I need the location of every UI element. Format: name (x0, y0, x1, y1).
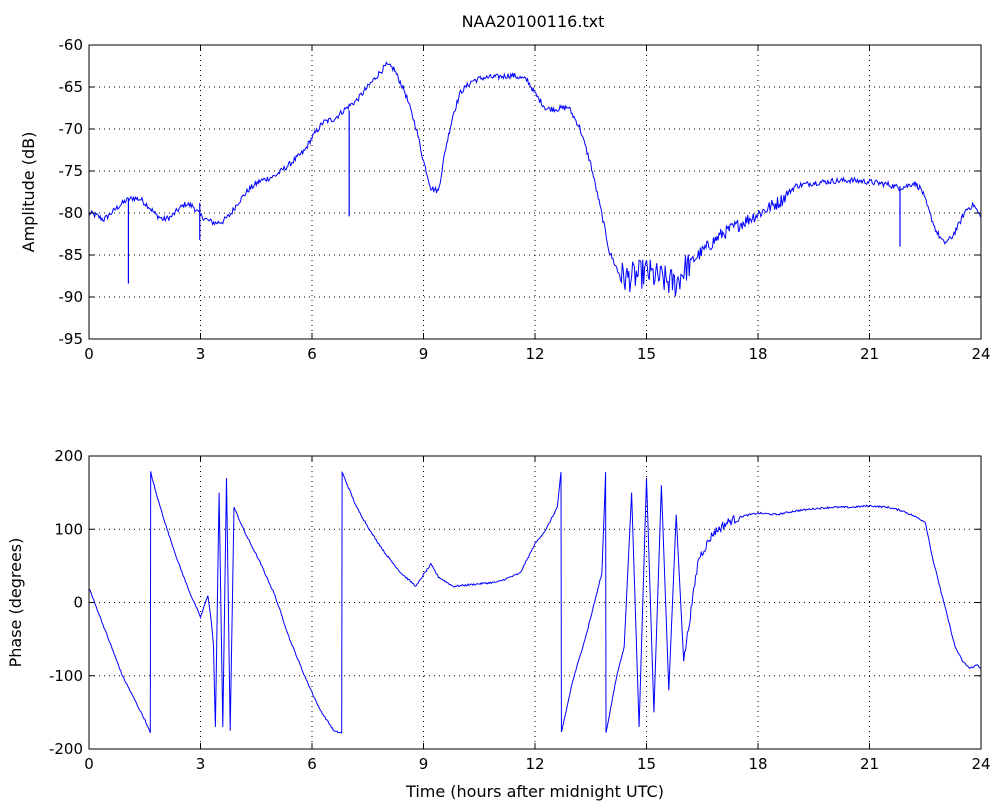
amplitude-series-line (89, 61, 981, 297)
amplitude-xtick-label: 9 (419, 345, 429, 363)
amplitude-ytick-label: -60 (59, 36, 84, 54)
amplitude-ytick-label: -75 (59, 162, 84, 180)
amplitude-xtick-label: 21 (860, 345, 879, 363)
phase-xtick-label: 21 (860, 755, 879, 773)
amplitude-ytick-label: -80 (59, 204, 84, 222)
amplitude-ytick-label: -70 (59, 120, 84, 138)
phase-xtick-label: 18 (748, 755, 767, 773)
amplitude-ylabel: Amplitude (dB) (19, 132, 38, 253)
phase-series-line (89, 470, 981, 734)
phase-xtick-label: 12 (525, 755, 544, 773)
phase-ytick-label: 100 (54, 520, 83, 538)
amplitude-xtick-label: 6 (307, 345, 317, 363)
chart-title: NAA20100116.txt (462, 12, 605, 31)
amplitude-plot: 0 3 6 9 12 15 18 21 24 -95 -90 -85 -80 -75 -70 -65 -60 Am… (19, 36, 991, 363)
amplitude-ytick-label: -85 (59, 246, 84, 264)
amplitude-xtick-label: 3 (196, 345, 206, 363)
phase-ytick-label: 200 (54, 447, 83, 465)
amplitude-xtick-label: 15 (637, 345, 656, 363)
phase-xtick-label: 0 (84, 755, 94, 773)
amplitude-xtick-label: 18 (748, 345, 767, 363)
phase-xtick-label: 6 (307, 755, 317, 773)
phase-xtick-label: 9 (419, 755, 429, 773)
phase-xtick-label: 15 (637, 755, 656, 773)
phase-xlabel: Time (hours after midnight UTC) (405, 782, 664, 801)
phase-ylabel: Phase (degrees) (6, 538, 25, 668)
phase-ytick-label: -200 (49, 740, 83, 758)
amplitude-xtick-label: 24 (971, 345, 990, 363)
phase-xtick-label: 3 (196, 755, 206, 773)
amplitude-ytick-label: -90 (59, 288, 84, 306)
phase-ytick-label: -100 (49, 667, 83, 685)
phase-plot: 0 3 6 9 12 15 18 21 24 -200 -100 0 100 200 Phase (degr… (6, 447, 991, 801)
phase-ytick-label: 0 (73, 594, 83, 612)
amplitude-ytick-label: -65 (59, 78, 84, 96)
amplitude-xtick-label: 0 (84, 345, 94, 363)
amplitude-ytick-label: -95 (59, 330, 84, 348)
phase-xtick-label: 24 (971, 755, 990, 773)
amplitude-xtick-label: 12 (525, 345, 544, 363)
